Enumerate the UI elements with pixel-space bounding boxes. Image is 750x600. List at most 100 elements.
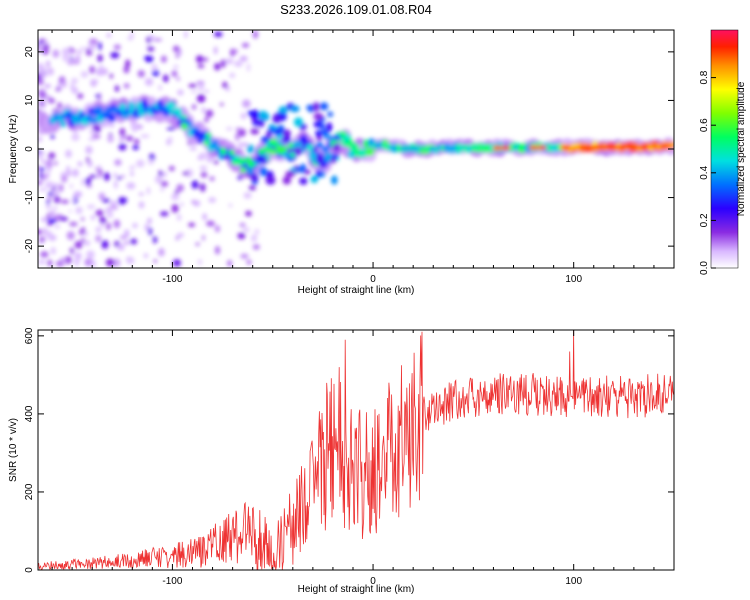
- y-tick-label: 10: [24, 94, 35, 106]
- noise-speckle: [162, 171, 167, 177]
- scatter-cluster: [315, 130, 322, 138]
- noise-speckle: [147, 46, 155, 52]
- noise-speckle: [98, 192, 106, 201]
- noise-speckle: [101, 240, 109, 249]
- noise-speckle: [228, 203, 233, 208]
- noise-speckle: [87, 159, 93, 168]
- noise-speckle: [40, 66, 46, 74]
- scatter-cluster: [315, 169, 322, 178]
- noise-speckle: [134, 138, 140, 145]
- noise-speckle: [148, 227, 153, 236]
- scatter-cluster: [332, 135, 341, 141]
- scatter-cluster: [259, 110, 268, 120]
- noise-speckle: [77, 93, 84, 99]
- noise-speckle: [71, 86, 79, 95]
- noise-speckle: [73, 257, 80, 267]
- hot-spot: [492, 145, 503, 151]
- noise-speckle: [117, 243, 125, 251]
- colorbar-tick-label: 0.6: [699, 118, 710, 132]
- noise-speckle: [38, 180, 44, 186]
- bright-patch: [287, 142, 294, 149]
- noise-speckle: [138, 201, 145, 209]
- noise-speckle: [191, 200, 196, 204]
- noise-speckle: [62, 79, 67, 88]
- ridge-core: [166, 101, 176, 109]
- scatter-cluster: [282, 176, 292, 185]
- scatter-cluster: [265, 175, 276, 185]
- noise-speckle: [106, 33, 112, 38]
- bright-patch: [205, 132, 212, 139]
- x-tick-label: -100: [162, 274, 182, 285]
- noise-speckle: [158, 170, 163, 177]
- noise-speckle: [176, 77, 180, 81]
- noise-speckle: [172, 259, 182, 267]
- noise-speckle: [248, 185, 256, 191]
- noise-speckle: [176, 184, 185, 192]
- noise-speckle: [132, 145, 139, 150]
- bright-patch: [248, 161, 255, 168]
- noise-speckle: [38, 40, 44, 44]
- noise-speckle: [95, 94, 100, 99]
- noise-speckle: [73, 191, 83, 198]
- noise-speckle: [243, 192, 252, 199]
- noise-speckle: [49, 210, 56, 216]
- noise-speckle: [234, 60, 243, 67]
- noise-speckle: [197, 184, 202, 189]
- colorbar-tick-label: 0.8: [699, 70, 710, 84]
- noise-speckle: [146, 36, 151, 44]
- noise-speckle: [44, 83, 52, 89]
- noise-speckle: [252, 244, 260, 250]
- noise-speckle: [108, 121, 115, 128]
- noise-speckle: [77, 50, 82, 55]
- noise-speckle: [237, 232, 246, 240]
- bright-patch: [231, 159, 238, 166]
- noise-speckle: [162, 74, 169, 83]
- noise-speckle: [64, 57, 72, 62]
- noise-speckle: [175, 235, 179, 241]
- noise-speckle: [89, 65, 96, 74]
- noise-speckle: [241, 42, 250, 48]
- noise-speckle: [130, 238, 138, 245]
- bright-patch: [203, 139, 210, 146]
- y-tick-label: 400: [24, 405, 35, 422]
- noise-speckle: [177, 232, 185, 238]
- noise-speckle: [224, 58, 234, 65]
- scatter-cluster: [258, 166, 267, 177]
- noise-speckle: [117, 176, 122, 180]
- noise-speckle: [191, 180, 199, 189]
- hot-spot: [608, 144, 619, 150]
- noise-speckle: [110, 51, 120, 59]
- noise-speckle: [235, 127, 243, 131]
- noise-speckle: [38, 136, 43, 143]
- y-tick-label: -20: [24, 238, 35, 253]
- noise-speckle: [83, 240, 91, 246]
- noise-speckle: [38, 259, 46, 265]
- noise-speckle: [182, 171, 189, 176]
- scatter-cluster: [299, 177, 308, 185]
- scatter-cluster: [274, 128, 281, 136]
- noise-speckle: [46, 70, 52, 77]
- bright-patch: [228, 149, 235, 156]
- noise-speckle: [140, 134, 150, 138]
- noise-speckle: [85, 145, 93, 155]
- noise-speckle: [48, 152, 56, 159]
- scatter-cluster: [313, 113, 324, 121]
- bright-patch: [240, 166, 247, 173]
- noise-speckle: [68, 209, 72, 213]
- scatter-cluster: [246, 167, 254, 175]
- noise-speckle: [195, 242, 200, 246]
- noise-speckle: [90, 260, 96, 268]
- colorbar-ticks: 0.0 0.2 0.4 0.6 0.8: [699, 70, 716, 275]
- scatter-cluster: [285, 170, 296, 178]
- noise-speckle: [235, 132, 240, 141]
- noise-speckle: [214, 245, 221, 255]
- noise-speckle: [188, 222, 196, 227]
- noise-speckle: [166, 127, 176, 131]
- hot-spot: [588, 145, 599, 150]
- y-tick-label: 600: [24, 327, 35, 344]
- hot-spot: [598, 144, 609, 150]
- noise-speckle: [222, 81, 228, 89]
- ridge-core: [358, 148, 368, 158]
